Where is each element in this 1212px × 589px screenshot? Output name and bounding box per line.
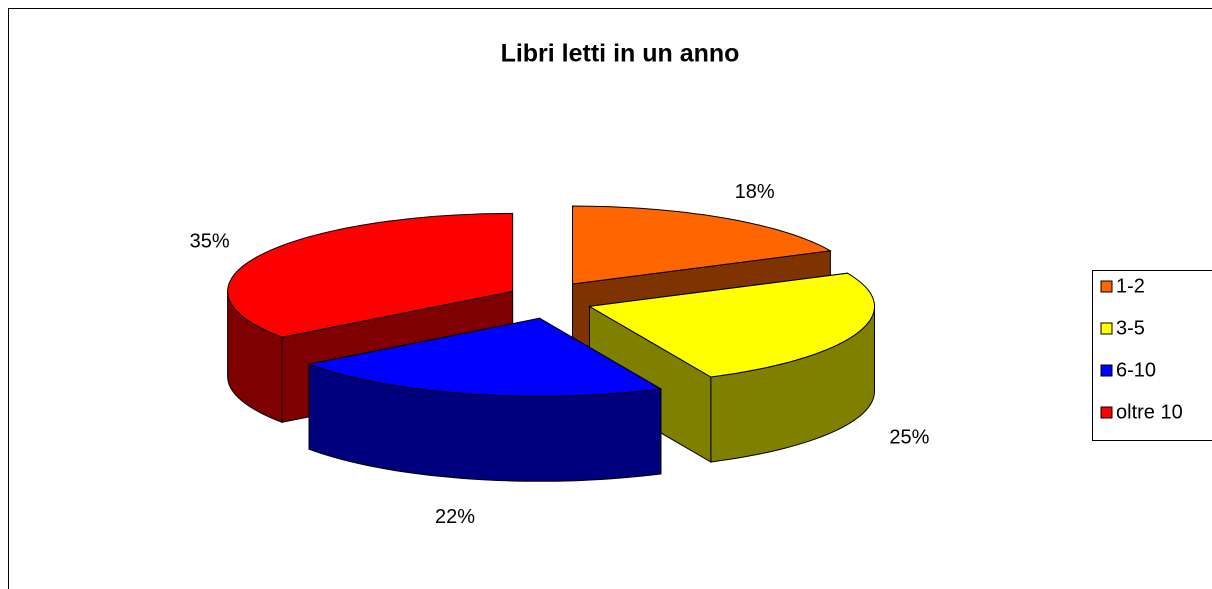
legend-swatch — [1100, 406, 1113, 419]
legend-label: 6-10 — [1116, 359, 1156, 381]
pie-slice — [572, 205, 832, 285]
legend-label: 3-5 — [1116, 317, 1145, 339]
legend-label: oltre 10 — [1116, 401, 1183, 423]
pie-slice — [307, 317, 663, 397]
data-label: 22% — [435, 506, 475, 528]
legend-swatch — [1100, 280, 1113, 293]
pie-slice-3d — [587, 272, 876, 463]
pie-slice-3d — [307, 317, 663, 482]
pie-slice — [587, 272, 876, 378]
legend-swatch — [1100, 322, 1113, 335]
data-label: 25% — [889, 426, 929, 448]
legend-swatch — [1100, 364, 1113, 377]
data-label: 18% — [735, 181, 775, 203]
data-label: 35% — [190, 231, 230, 253]
legend-label: 1-2 — [1116, 275, 1145, 297]
pie-slice — [227, 212, 514, 338]
chart-title: Libri letti in un anno — [501, 40, 740, 68]
